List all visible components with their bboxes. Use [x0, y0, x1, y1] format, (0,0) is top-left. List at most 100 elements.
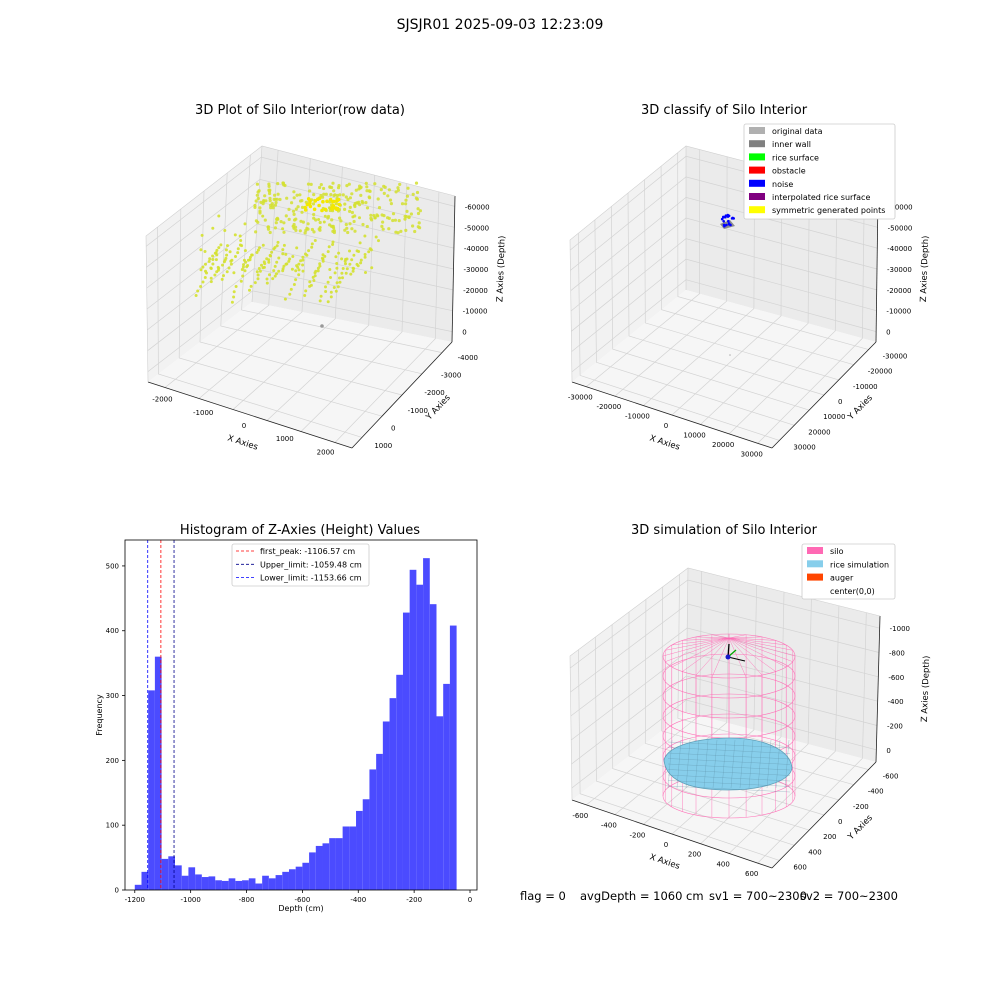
p1-grid-x [220, 172, 423, 375]
p4-z-tick-label: -400 [888, 698, 904, 706]
p1-point [374, 235, 378, 239]
p1-point [387, 188, 391, 192]
p2-grid-x [577, 233, 780, 441]
p1-point [358, 184, 362, 188]
p1-point [335, 206, 340, 211]
p2-noise-point [723, 224, 726, 228]
p4-z-axis-label: Z Axies (Depth) [920, 655, 932, 722]
p1-point [196, 289, 200, 293]
p4-x-axis-line [571, 799, 773, 869]
p1-point [257, 267, 261, 270]
p1-point [348, 222, 352, 226]
p1-point [391, 218, 395, 223]
p1-point [263, 194, 267, 198]
p1-point [214, 258, 218, 262]
p2-noise-point [727, 219, 730, 223]
p2-noise-point [722, 220, 725, 223]
p3-bar [376, 753, 383, 890]
p3-bar [443, 683, 450, 890]
p1-point [347, 182, 351, 186]
p1-point [303, 208, 308, 212]
p1-point [294, 269, 298, 273]
p1-point [369, 216, 373, 220]
p1-point [357, 200, 361, 204]
p1-point [243, 222, 247, 226]
p1-point [364, 201, 368, 205]
p4-x-axis-label: X Axies [648, 852, 681, 872]
p1-point [404, 198, 408, 202]
p1-point [357, 187, 361, 191]
p3-bar [255, 883, 263, 890]
p1-point [283, 297, 287, 301]
p1-points [194, 181, 422, 328]
p1-point [281, 227, 285, 231]
p1-point [267, 260, 271, 264]
p2-x-axis-label: X Axies [648, 433, 681, 453]
p1-point [358, 216, 361, 220]
p1-point [268, 253, 272, 257]
p2-y-tick-label: 30000 [793, 443, 815, 451]
p1-point [312, 279, 316, 282]
p1-point [269, 203, 273, 207]
p1-point [248, 288, 251, 292]
p1-point [314, 269, 318, 273]
p2-legend-label: symmetric generated points [772, 206, 885, 215]
p1-point [271, 277, 275, 281]
p1-point [313, 274, 317, 278]
p1-point [306, 182, 311, 186]
p1-point [340, 257, 344, 261]
p2-grid-x [660, 166, 854, 366]
p2-noise-point [724, 214, 728, 217]
p4-y-tick-label: -600 [883, 773, 899, 781]
p1-point [234, 285, 238, 288]
p2-x-tick-label: 10000 [683, 431, 705, 439]
p3-bar [315, 845, 323, 890]
p1-point [365, 189, 369, 193]
p1-point [273, 226, 277, 230]
p1-point [404, 228, 408, 232]
p1-point [204, 262, 207, 266]
p4-legend-label: silo [830, 547, 844, 556]
p1-point [311, 275, 315, 279]
p1-point [312, 207, 317, 212]
p4-grid-x [628, 612, 825, 816]
p4-grid-y [614, 578, 730, 815]
p1-point [411, 192, 415, 196]
p1-point [346, 197, 350, 202]
p1-point [335, 199, 339, 203]
p1-point [337, 251, 341, 255]
p1-point [396, 186, 400, 190]
p1-point [297, 268, 301, 272]
p1-point [318, 262, 322, 266]
p1-point [323, 254, 327, 258]
p1-point [268, 230, 272, 235]
p2-z-tick-label: -20000 [887, 287, 912, 295]
p1-point [341, 193, 345, 197]
p1-point [262, 260, 266, 264]
p4-legend-box [801, 543, 896, 600]
p1-point [377, 206, 382, 210]
p1-point [312, 193, 316, 197]
p4-rice-mesh-line [685, 739, 691, 789]
p4-x-tick-label: 0 [664, 841, 668, 849]
p1-point [312, 212, 316, 217]
p1-point [301, 263, 305, 267]
p1-point [406, 186, 410, 190]
p1-point [300, 205, 305, 209]
p3-bar [181, 875, 189, 890]
p1-point [275, 260, 279, 264]
p1-point [363, 234, 367, 238]
p2-z-tick-label: 0 [886, 329, 890, 337]
p1-point [265, 281, 269, 285]
p3-legend-label: Upper_limit: -1059.48 cm [260, 560, 362, 569]
p2-noise-point [729, 223, 732, 227]
p3-bar [188, 867, 196, 890]
p4-rice-mesh-line [667, 763, 791, 771]
p1-point [351, 215, 355, 219]
p1-point [275, 244, 279, 248]
p2-x-tick-label: -30000 [568, 394, 593, 402]
p1-y-axis-line [351, 341, 453, 449]
p4-z-tick-label: -200 [887, 723, 903, 731]
p3-bar [402, 612, 410, 890]
p1-point [238, 234, 242, 238]
